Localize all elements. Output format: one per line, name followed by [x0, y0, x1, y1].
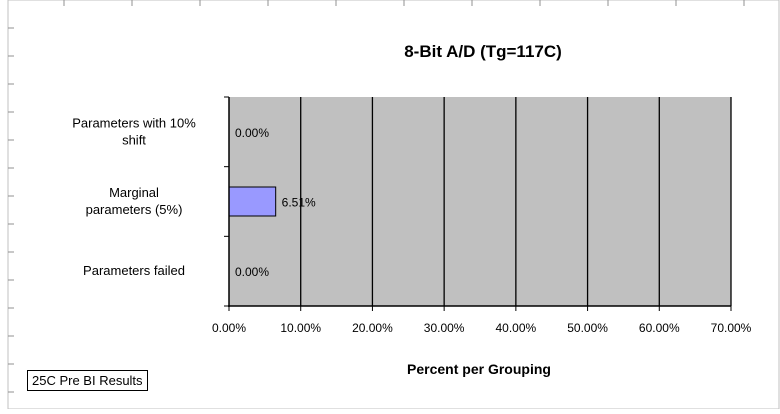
bar	[228, 186, 277, 217]
x-tick-label: 70.00%	[711, 321, 752, 335]
category-labels: Parameters with 10% shift Marginal paramete…	[72, 115, 196, 278]
plot-area	[229, 97, 731, 306]
data-label: 0.00%	[235, 126, 269, 140]
data-label: 6.51%	[282, 196, 316, 210]
category-label: Parameters failed	[83, 263, 185, 278]
chart-title: 8-Bit A/D (Tg=117C)	[404, 42, 562, 61]
category-label: parameters (5%)	[86, 202, 183, 217]
outer-tick-marks	[8, 0, 745, 393]
x-tick-label: 40.00%	[496, 321, 537, 335]
gridlines	[300, 97, 732, 306]
x-tick-label: 10.00%	[280, 321, 321, 335]
data-label: 0.00%	[235, 265, 269, 279]
axes	[224, 96, 732, 311]
x-tick-label: 60.00%	[639, 321, 680, 335]
x-axis-title: Percent per Grouping	[407, 361, 551, 377]
results-note-box: 25C Pre BI Results	[27, 370, 148, 391]
category-label: shift	[122, 132, 146, 147]
category-label: Parameters with 10%	[72, 115, 196, 130]
x-tick-label: 30.00%	[424, 321, 465, 335]
category-label: Marginal	[109, 185, 159, 200]
x-tick-label: 50.00%	[567, 321, 608, 335]
bars	[228, 186, 277, 217]
x-tick-label: 0.00%	[212, 321, 246, 335]
data-labels: 0.00% 6.51% 0.00%	[235, 126, 316, 279]
x-tick-labels: 0.00% 10.00% 20.00% 30.00% 40.00% 50.00% 60.00…	[212, 321, 752, 335]
x-tick-label: 20.00%	[352, 321, 393, 335]
